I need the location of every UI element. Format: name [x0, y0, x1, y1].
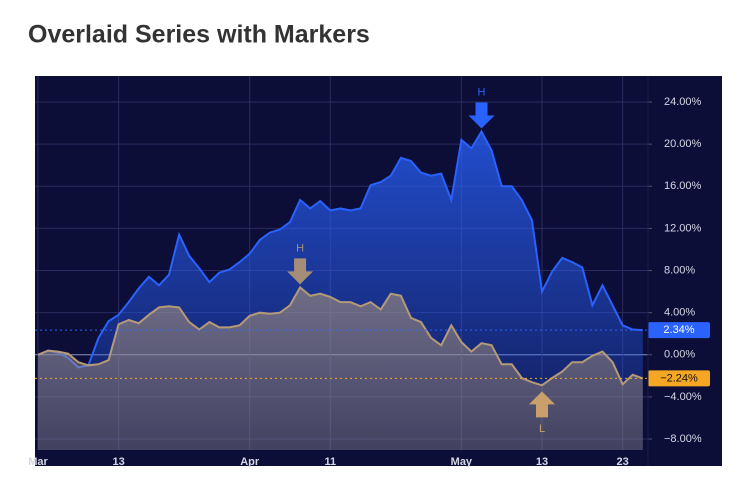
- y-tick-label: −8.00%: [664, 433, 702, 445]
- x-tick-label: Mar: [28, 456, 48, 468]
- price-label: 2.34%: [663, 324, 694, 336]
- y-tick-label: 12.00%: [664, 222, 702, 234]
- line: [37, 129, 643, 369]
- x-tick-label: Apr: [240, 456, 260, 468]
- x-tick-label: 11: [324, 456, 336, 468]
- price-label: −2.24%: [660, 372, 698, 384]
- x-tick-label: 23: [617, 456, 629, 468]
- marker-arrow: [529, 391, 555, 418]
- area: [38, 287, 643, 450]
- marker-arrow: [287, 258, 314, 285]
- marker-label: H: [296, 242, 304, 254]
- marker-label: H: [478, 86, 486, 98]
- marker-arrow: [468, 102, 495, 129]
- line: [37, 285, 644, 387]
- y-tick-label: 8.00%: [664, 264, 695, 276]
- x-tick-label: May: [451, 456, 473, 468]
- x-tick-label: 13: [536, 456, 548, 468]
- price-label-box: [648, 322, 710, 339]
- y-tick-label: 16.00%: [664, 180, 702, 192]
- y-tick-label: −4.00%: [664, 391, 702, 403]
- y-tick-label: 20.00%: [664, 138, 702, 150]
- y-tick-label: 4.00%: [664, 307, 695, 319]
- x-tick-label: 13: [113, 456, 125, 468]
- y-tick-label: 0.00%: [664, 349, 695, 361]
- marker-label: L: [539, 423, 545, 435]
- price-label-box: [648, 370, 710, 387]
- y-tick-label: 24.00%: [664, 96, 702, 108]
- chart-title: Overlaid Series with Markers: [28, 21, 370, 49]
